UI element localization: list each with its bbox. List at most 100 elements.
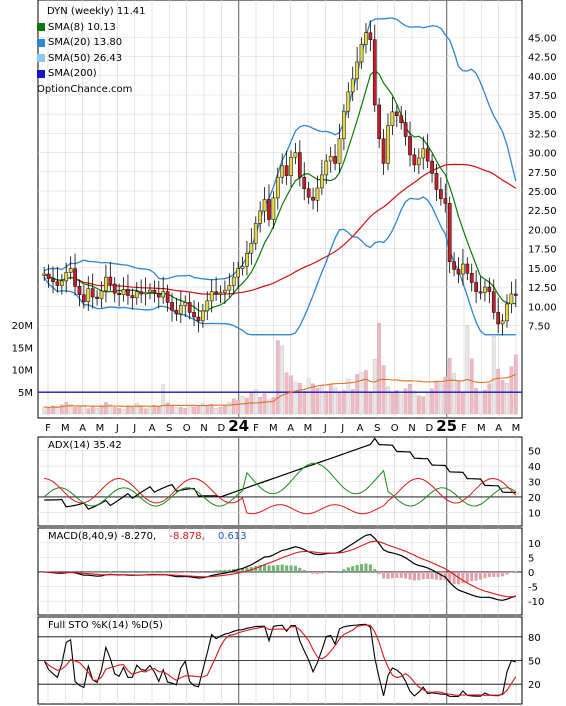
candle-body bbox=[289, 156, 293, 176]
candle-body bbox=[381, 138, 386, 164]
volume-bar bbox=[452, 373, 456, 415]
x-tick-label-M: M bbox=[304, 423, 313, 434]
volume-bar bbox=[82, 404, 86, 415]
candle-body bbox=[452, 261, 456, 270]
volume-bar bbox=[236, 400, 240, 415]
panel-frame-0 bbox=[37, 0, 523, 419]
volume-bar bbox=[311, 383, 315, 415]
adx-label: ADX(14) 35.42 bbox=[48, 440, 122, 451]
volume-bar bbox=[447, 358, 452, 415]
volume-bar bbox=[152, 404, 157, 415]
legend-sma50: SMA(50) 26.43 bbox=[37, 51, 146, 67]
volume-bar bbox=[165, 402, 170, 415]
candle-body bbox=[59, 280, 64, 286]
volume-bar bbox=[218, 407, 223, 415]
volume-bar bbox=[359, 372, 364, 415]
macd-histogram-bar bbox=[368, 564, 372, 572]
adx-line bbox=[44, 437, 516, 510]
macd-histogram-bar bbox=[364, 563, 368, 572]
macd-histogram-bar bbox=[448, 571, 452, 583]
price-tick-45: 45.00 bbox=[528, 33, 557, 44]
sma20-swatch-icon bbox=[37, 38, 45, 47]
volume-bar bbox=[513, 354, 518, 415]
x-tick-label-A: A bbox=[79, 423, 86, 434]
price-tick-7.5: 7.50 bbox=[528, 321, 550, 332]
adx-tick-10: 10 bbox=[528, 508, 541, 519]
volume-bar bbox=[90, 406, 95, 415]
macd-histogram-bar bbox=[342, 569, 346, 572]
candle-body bbox=[148, 289, 152, 293]
volume-bar bbox=[408, 384, 412, 415]
volume-bar bbox=[390, 392, 395, 415]
candle-body bbox=[130, 295, 135, 299]
volume-bar bbox=[381, 365, 386, 415]
volume-tick-5M: 5M bbox=[18, 388, 33, 399]
volume-bar bbox=[148, 407, 152, 415]
volume-bar bbox=[73, 407, 77, 415]
volume-bar bbox=[430, 388, 434, 415]
macd-histogram-bar bbox=[496, 571, 500, 577]
minus-di-line bbox=[44, 477, 517, 515]
candle-body bbox=[82, 294, 86, 302]
macd-histogram-bar bbox=[421, 571, 425, 580]
candle-body bbox=[174, 309, 179, 315]
volume-bar bbox=[262, 393, 267, 415]
volume-bar bbox=[201, 403, 205, 415]
candle-body bbox=[223, 289, 227, 293]
macd-histogram-bar bbox=[390, 571, 394, 579]
volume-bar bbox=[275, 340, 280, 415]
candle-body bbox=[214, 291, 218, 295]
x-tick-label-A: A bbox=[149, 423, 156, 434]
candle-body bbox=[320, 174, 324, 189]
volume-bar bbox=[443, 376, 448, 415]
price-tick-12.5: 12.50 bbox=[528, 283, 557, 294]
candle-body bbox=[108, 276, 113, 285]
volume-bar bbox=[55, 407, 60, 415]
macd-histogram-bar bbox=[509, 571, 513, 573]
macd-histogram-bar bbox=[412, 571, 416, 581]
macd-tick-0: 0 bbox=[528, 568, 534, 579]
volume-bar bbox=[315, 388, 320, 415]
candle-body bbox=[258, 210, 263, 224]
candle-body bbox=[408, 136, 412, 156]
candle-body bbox=[342, 110, 346, 140]
volume-bar bbox=[143, 408, 148, 415]
price-tick-35: 35.00 bbox=[528, 110, 557, 121]
macd-histogram-bar bbox=[298, 567, 302, 572]
candle-body bbox=[267, 199, 271, 220]
volume-bar bbox=[51, 405, 55, 415]
candle-body bbox=[315, 187, 320, 201]
candle-body bbox=[372, 39, 377, 106]
sma8-swatch-icon bbox=[37, 23, 45, 32]
adx-tick-20: 20 bbox=[528, 493, 541, 504]
candle-body bbox=[390, 111, 395, 126]
macd-histogram-bar bbox=[285, 565, 289, 572]
volume-bar bbox=[399, 394, 404, 415]
price-tick-10: 10.00 bbox=[528, 302, 557, 313]
candle-body bbox=[271, 197, 276, 220]
candle-body bbox=[483, 286, 487, 293]
candle-body bbox=[412, 154, 417, 166]
candle-body bbox=[447, 203, 452, 262]
candle-body bbox=[126, 289, 130, 296]
candle-body bbox=[439, 189, 443, 199]
macd-histogram-bar bbox=[271, 565, 275, 572]
x-tick-label-J: J bbox=[132, 423, 136, 434]
macd-histogram-bar bbox=[439, 571, 443, 581]
macd-histogram-bar bbox=[337, 571, 342, 572]
macd-histogram-bar bbox=[320, 571, 324, 574]
price-tick-42.5: 42.50 bbox=[528, 53, 557, 64]
candle-body bbox=[377, 104, 382, 140]
volume-bar bbox=[483, 389, 487, 415]
candle-body bbox=[156, 292, 161, 298]
candle-body bbox=[99, 290, 104, 299]
macd-histogram-bar bbox=[179, 571, 183, 574]
candle-body bbox=[46, 273, 51, 279]
candle-body bbox=[302, 176, 307, 189]
candle-body bbox=[192, 312, 196, 318]
macd-histogram-bar bbox=[492, 571, 496, 577]
candle-body bbox=[73, 268, 77, 287]
volume-tick-10M: 10M bbox=[12, 366, 33, 377]
candle-body bbox=[293, 152, 298, 158]
volume-bar bbox=[403, 388, 408, 415]
